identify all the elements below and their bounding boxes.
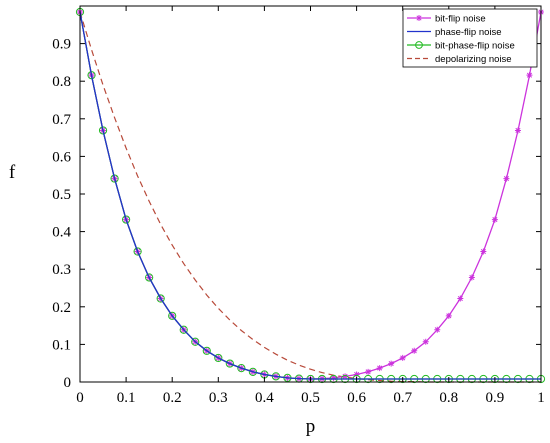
data-point-bit-flip-noise: [491, 216, 498, 223]
x-tick-label: 0.7: [393, 390, 412, 406]
y-tick-label: 0.1: [52, 337, 71, 353]
series-line-depolarizing-noise: [79, 11, 541, 383]
data-point-bit-flip-noise: [445, 312, 452, 319]
x-tick-label: 0.9: [486, 390, 505, 406]
data-point-bit-flip-noise: [422, 338, 429, 345]
y-tick-label: 0.5: [52, 187, 71, 203]
x-axis-label: p: [306, 416, 316, 437]
y-tick-label: 0.6: [52, 149, 71, 165]
data-point-bit-flip-noise: [503, 175, 510, 182]
x-tick-label: 0.8: [439, 390, 458, 406]
legend: bit-flip noise phase-flip noise bit-phase-…: [402, 8, 538, 68]
y-tick-label: 0.4: [52, 225, 71, 241]
x-tick-label: 0.1: [117, 390, 136, 406]
y-tick-label: 0.9: [52, 37, 71, 53]
legend-label-phase-flip-noise: phase-flip noise: [435, 27, 502, 38]
y-tick-label: 0.3: [52, 262, 71, 278]
data-point-bit-flip-noise: [457, 295, 464, 302]
data-point-bit-phase-flip-noise: [87, 71, 96, 80]
data-point-bit-phase-flip-noise: [98, 126, 108, 135]
data-point-bit-flip-noise: [411, 347, 418, 354]
data-point-bit-flip-noise: [353, 371, 360, 378]
data-point-bit-flip-noise: [514, 127, 521, 134]
data-point-bit-phase-flip-noise: [110, 174, 119, 183]
data-point-bit-phase-flip-noise: [168, 311, 177, 320]
data-point-bit-flip-noise: [330, 374, 337, 381]
data-point-bit-flip-noise: [480, 248, 487, 255]
data-point-bit-flip-noise: [376, 365, 383, 372]
x-tick-label: 0.3: [209, 390, 228, 406]
data-point-bit-phase-flip-noise: [122, 215, 131, 224]
data-point-bit-flip-noise: [399, 354, 406, 361]
data-point-bit-flip-noise: [468, 274, 475, 281]
y-tick-label: 0.2: [52, 300, 71, 316]
data-point-bit-phase-flip-noise: [237, 363, 246, 373]
data-point-bit-phase-flip-noise: [225, 359, 234, 368]
data-point-bit-flip-noise: [526, 72, 533, 79]
data-point-bit-flip-noise: [365, 368, 372, 375]
data-point-bit-flip-noise: [342, 373, 349, 380]
data-point-bit-phase-flip-noise: [179, 325, 188, 334]
x-tick-label: 0.5: [301, 390, 320, 406]
x-tick-label: 0.6: [347, 390, 366, 406]
data-point-bit-flip-noise: [434, 326, 441, 333]
data-point-bit-phase-flip-noise: [214, 353, 223, 363]
legend-marker-bit-phase-flip-noise: [415, 41, 423, 49]
data-point-bit-phase-flip-noise: [248, 367, 257, 376]
x-tick-label: 1: [537, 390, 545, 406]
data-point-bit-phase-flip-noise: [191, 337, 200, 346]
x-tick-label: 0.4: [255, 390, 274, 406]
y-axis-label: f: [9, 162, 16, 183]
legend-label-depolarizing-noise: depolarizing noise: [435, 54, 512, 65]
data-point-bit-phase-flip-noise: [202, 346, 211, 355]
data-point-bit-flip-noise: [388, 360, 395, 367]
legend-box: [402, 8, 538, 68]
legend-marker-bit-flip-noise: [416, 15, 422, 21]
axis-ticks: 0 0.1 0.2 0.3 0.4 0.5 0.6 0.7 0.8 0.9 1 0 0.1 0.2 0.3 0…: [52, 6, 545, 406]
x-tick-label: 0.2: [163, 390, 182, 406]
x-tick-label: 0: [76, 390, 84, 406]
y-tick-label: 0: [64, 375, 72, 391]
data-point-bit-phase-flip-noise: [133, 247, 142, 256]
data-point-bit-phase-flip-noise: [156, 294, 165, 303]
y-tick-label: 0.7: [52, 112, 71, 128]
legend-label-bit-phase-flip-noise: bit-phase-flip noise: [435, 41, 515, 52]
y-tick-label: 0.8: [52, 74, 71, 90]
legend-label-bit-flip-noise: bit-flip noise: [435, 14, 486, 25]
data-point-bit-phase-flip-noise: [145, 273, 154, 282]
